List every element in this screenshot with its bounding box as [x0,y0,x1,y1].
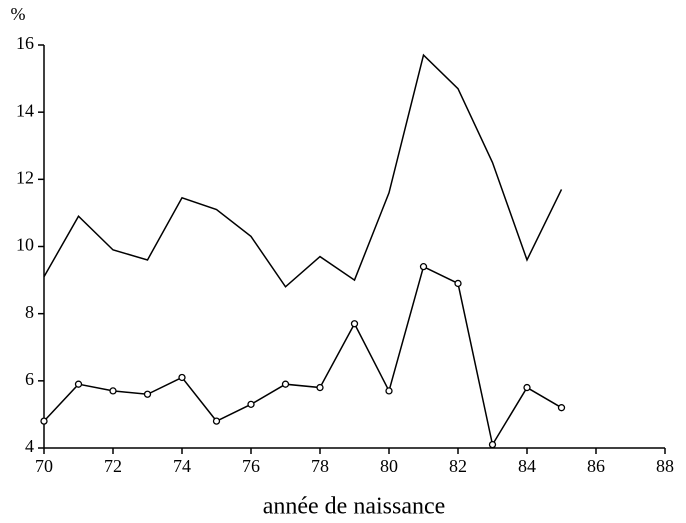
data-point [523,383,531,392]
y-tick-label: 6 [25,369,34,389]
data-point [316,383,324,392]
data-point [419,262,428,271]
x-tick-label: 80 [380,456,398,476]
data-point [74,380,83,388]
y-tick-label: 8 [25,302,34,322]
x-tick-label: 78 [311,456,329,476]
data-point [40,417,48,425]
data-point [143,390,152,398]
data-point [247,400,255,408]
data-point [385,387,393,395]
x-tick-label: 88 [656,456,674,476]
data-line [43,265,562,447]
x-tick-label: 84 [518,456,536,476]
x-tick-label: 82 [449,456,467,476]
data-point [109,387,117,395]
data-point [350,320,359,328]
y-tick-label: 10 [16,235,34,255]
data-point [178,373,186,382]
y-tick-label: 16 [16,33,34,53]
y-tick-label: 4 [25,436,34,456]
y-tick-label: 14 [16,100,34,120]
data-point [281,380,290,388]
data-point [212,417,221,425]
x-tick-label: 72 [104,456,122,476]
data-line [43,53,563,288]
data-point [454,279,462,288]
x-tick-label: 76 [242,456,260,476]
x-tick-label: 86 [587,456,605,476]
data-point [557,404,566,412]
data-point [488,440,497,449]
x-tick-label: 74 [173,456,191,476]
y-tick-label: 12 [16,167,34,187]
x-axis-label: année de naissance [263,494,446,520]
x-tick-label: 70 [35,456,53,476]
y-axis-label: % [11,4,26,24]
